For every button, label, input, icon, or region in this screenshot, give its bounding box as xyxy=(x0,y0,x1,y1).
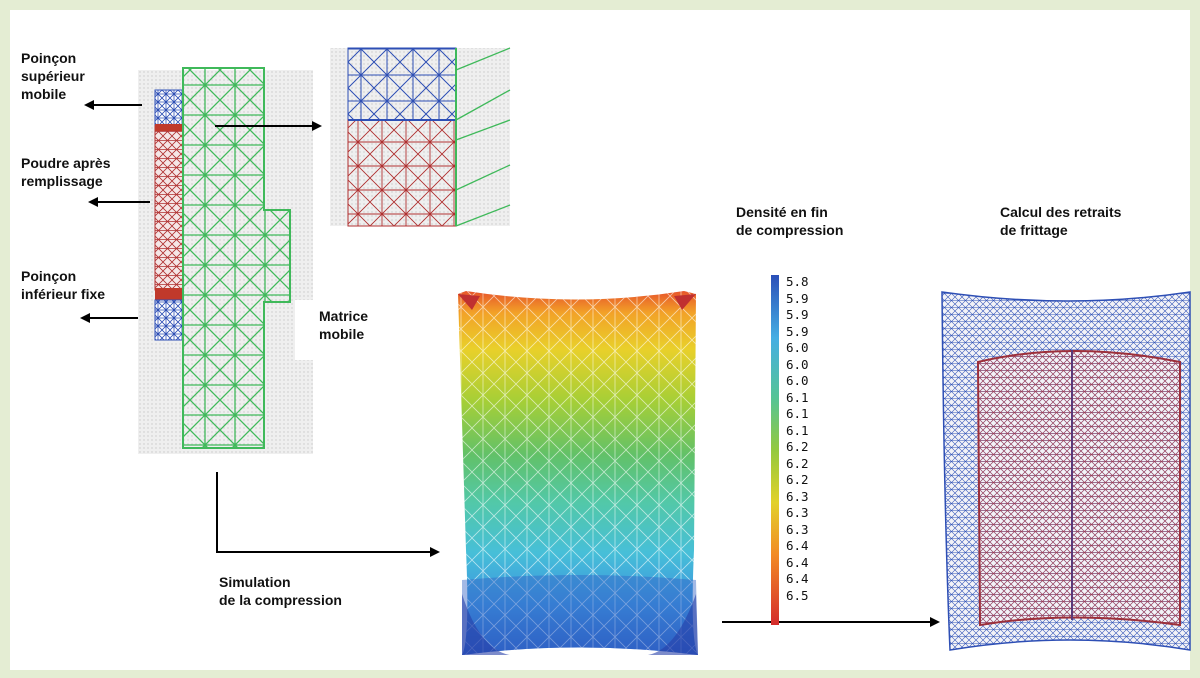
scale-value: 6.2 xyxy=(786,455,809,471)
scale-value: 6.0 xyxy=(786,373,809,388)
shrinkage-mesh xyxy=(941,291,1191,651)
scale-value: 6.5 xyxy=(786,587,809,603)
density-scale-bar xyxy=(771,275,779,625)
initial-mesh xyxy=(80,47,1191,655)
label-powder: Poudre après remplissage xyxy=(21,155,111,189)
scale-value: 6.3 xyxy=(786,488,809,504)
powder-bottom xyxy=(155,288,183,300)
lower-punch xyxy=(154,299,184,341)
scale-value: 6.3 xyxy=(786,521,809,537)
scale-value: 6.2 xyxy=(786,439,809,454)
matrix-cutout xyxy=(295,300,320,360)
scale-value: 5.9 xyxy=(786,307,809,322)
matrix-mesh xyxy=(182,67,291,449)
label-upper-punch: Poinçon supérieur mobile xyxy=(21,50,85,102)
scale-value: 6.4 xyxy=(786,571,809,586)
label-shrinkage: Calcul des retraits de frittage xyxy=(1000,204,1122,238)
powder-top xyxy=(155,124,183,131)
scale-value: 6.4 xyxy=(786,538,809,553)
label-lower-punch: Poinçon inférieur fixe xyxy=(21,268,106,302)
scale-value: 6.0 xyxy=(786,340,809,355)
upper-punch xyxy=(154,89,184,127)
figure-panel: Poinçon supérieur mobile Poudre après re… xyxy=(10,10,1191,670)
label-matrix: Matrice mobile xyxy=(319,308,369,342)
label-density: Densité en fin de compression xyxy=(736,204,844,238)
scale-value: 5.9 xyxy=(786,290,809,306)
scale-value: 6.0 xyxy=(786,356,809,372)
density-scale-values: 5.8 5.9 5.9 5.9 6.0 6.0 6.0 6.1 6.1 6.1 6.2 6.2 6.2 6… xyxy=(786,275,826,625)
zoom-inset xyxy=(330,47,511,227)
scale-value: 6.3 xyxy=(786,505,809,520)
scale-value: 6.2 xyxy=(786,472,809,487)
compression-simulation xyxy=(458,291,698,655)
scale-value: 6.1 xyxy=(786,422,809,438)
scale-value: 5.9 xyxy=(786,323,809,339)
label-simulation: Simulation de la compression xyxy=(219,574,342,608)
scale-value: 5.8 xyxy=(786,274,809,289)
arrow-to-simulation xyxy=(216,472,440,557)
scale-value: 6.1 xyxy=(786,389,809,405)
scale-value: 6.4 xyxy=(786,554,809,570)
scale-value: 6.1 xyxy=(786,406,809,421)
powder xyxy=(154,125,184,291)
